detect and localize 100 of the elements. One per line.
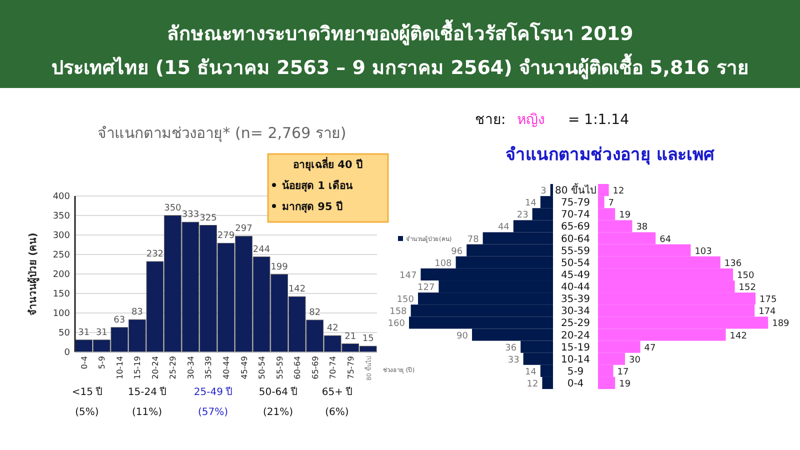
x-tick-label: 0-4 [80,356,89,370]
data-label: 19 [619,380,631,390]
y-tick-label: 40-44 [560,282,590,294]
data-label: 30 [629,355,641,366]
y-tick-label: 50-54 [560,258,590,269]
x-tick-label: 20-24 [150,356,160,380]
data-label: 152 [738,283,756,294]
text: (11%) [132,407,162,418]
x-tick-label: 35-39 [204,356,214,380]
chart-title: จำแนกตามช่วงอายุ และเพศ [506,145,716,165]
text: ชาย: [475,112,506,128]
x-tick-label: 40-44 [222,356,231,380]
data-label: 175 [760,295,777,306]
y-tick-label: 60-64 [560,234,590,245]
data-label: 142 [730,331,747,342]
y-tick-label: 65-69 [560,222,590,233]
data-label: 90 [456,331,468,342]
data-label: 31 [96,328,108,338]
data-label: 12 [612,186,624,197]
text: 50-64 ปี [258,386,298,398]
y-tick-label: 20-24 [560,330,590,342]
data-label: 96 [451,246,463,257]
x-tick-label: 5-9 [98,356,107,370]
text: 65+ ปี [322,386,352,398]
y-tick-label: 15-19 [560,342,590,354]
data-label: 17 [617,367,629,378]
y-tick-label: 400 [52,192,70,202]
x-tick-label: 65-69 [310,356,320,380]
y-tick-label: 80 ขึ้นไป [555,182,596,197]
data-label: 31 [78,328,90,338]
text: <15 ปี [72,386,102,398]
text: = 1:1.14 [568,112,630,128]
data-label: 297 [235,224,252,234]
text: น้อยสุด 1 เดือน [282,179,354,193]
y-tick-label: 70-74 [560,210,590,221]
x-tick-label: 70-74 [328,356,338,380]
data-label: 15 [362,334,374,344]
data-label: 63 [114,315,126,326]
y-tick-label: 55-59 [560,246,590,257]
data-label: 36 [505,343,517,354]
y-tick-label: 300 [52,231,70,241]
data-label: 350 [164,204,182,214]
x-tick-label: 75-79 [346,356,356,380]
data-label: 33 [508,355,520,366]
y-tick-label: 250 [52,250,70,260]
data-label: 23 [516,210,528,221]
data-label: 19 [619,210,631,221]
annotation: มากสุด 95 ปี [282,200,343,214]
data-label: 78 [467,234,480,245]
text: หญิง [517,112,545,128]
data-label: 12 [526,380,538,390]
text: อายุเฉลี่ย 40 ปี [293,156,363,172]
y-tick-label: 0 [64,348,70,358]
data-label: 82 [309,308,321,318]
y-tick-label: 100 [52,309,70,319]
data-label: 7 [608,198,614,209]
x-tick-label: 45-49 [240,356,249,380]
y-tick-label: 150 [52,290,70,300]
data-label: 108 [434,258,452,269]
data-label: 14 [524,198,537,209]
y-tick-label: 0-4 [567,378,584,390]
data-label: 127 [418,283,435,294]
data-label: 21 [344,332,356,342]
data-label: 279 [217,231,235,242]
x-tick-label: 30-34 [186,356,196,380]
y-tick-label: 45-49 [560,270,590,281]
y-tick-label: 75-79 [560,198,590,209]
x-tick-label: 55-59 [275,356,284,380]
data-label: 3 [540,186,546,197]
data-label: 333 [182,210,200,220]
text: 25-49 ปี [194,386,232,398]
data-label: 150 [737,270,754,281]
x-tick-label: 15-19 [133,356,142,380]
y-tick-label: 25-29 [560,318,590,330]
data-label: 199 [270,262,288,272]
data-label: 64 [660,234,672,245]
text: ลักษณะทางระบาดวิทยาของผู้ติดเชื้อไวรัสโคโรนา 2019 [166,19,634,46]
data-label: 232 [146,250,164,260]
text: 15-24 ปี [128,386,166,398]
text: (21%) [262,407,294,418]
data-label: 44 [498,222,510,233]
text: (6%) [325,407,349,418]
data-label: 174 [758,307,776,318]
data-label: 47 [644,343,656,354]
data-label: 38 [636,222,648,233]
data-label: 325 [200,213,217,224]
y-tick-label: 350 [52,212,70,222]
text: ประเทศไทย (15 ธันวาคม 2563 – 9 มกราคม 2564) จำนวนผู้ติดเชื้อ 5,816 ราย [52,53,748,80]
data-label: 136 [724,258,742,269]
data-label: 83 [131,308,143,318]
data-label: 142 [288,284,306,295]
y-tick-label: 200 [52,270,70,280]
data-label: 189 [772,319,790,330]
data-label: 160 [388,319,406,330]
y-tick-label: 35-39 [560,294,590,306]
data-label: 42 [326,324,338,334]
y-tick-label: 30-34 [560,306,590,318]
chart-title: จำแนกตามช่วงอายุ* (n= 2,769 ราย) [98,124,346,143]
x-tick-label: 60-64 [293,356,302,380]
y-tick-label: 50 [58,328,70,338]
